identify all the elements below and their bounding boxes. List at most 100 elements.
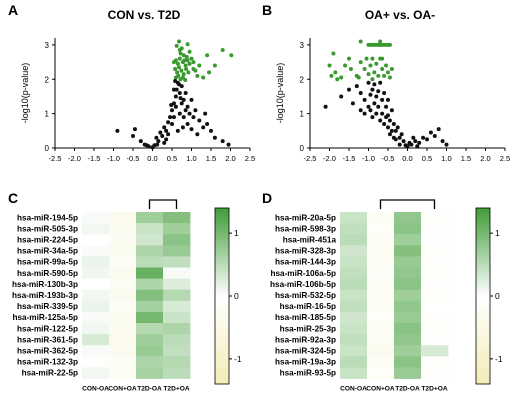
volcano-b-point-s0	[384, 63, 389, 68]
heatmap-d-row-label: hsa-miR-93-5p	[280, 369, 336, 378]
heatmap-c-cell	[109, 311, 137, 324]
heatmap-d-cell	[394, 334, 422, 346]
volcano-a-point-s1	[193, 108, 198, 113]
heatmap-d-colorbar-tick-label: 1	[495, 228, 500, 238]
heatmap-c-cell	[163, 278, 191, 291]
volcano-b-point-s1	[372, 82, 377, 87]
heatmap-c-colorbar	[214, 207, 230, 385]
volcano-b-point-s1	[401, 139, 406, 144]
volcano-a-point-s0	[179, 68, 184, 73]
heatmap-c-cell	[109, 367, 137, 379]
heatmap-d-cell	[421, 345, 449, 357]
volcano-b-point-s0	[374, 61, 379, 66]
volcano-b-point-s1	[432, 133, 437, 138]
volcano-b-point-s0	[333, 70, 338, 75]
heatmap-d-cell	[367, 223, 395, 235]
volcano-b-x-tick-label: 0.5	[422, 154, 432, 163]
heatmap-c-cell	[109, 278, 137, 291]
volcano-a-x-tick-label: 0.5	[167, 154, 177, 163]
heatmap-c-cell	[163, 245, 191, 257]
volcano-b-point-s1	[323, 104, 328, 109]
heatmap-d-row-label: hsa-miR-106a-5p	[270, 269, 336, 278]
heatmap-d-cell	[421, 334, 449, 346]
panel-letter-d: D	[262, 190, 273, 206]
panel-letter-a: A	[8, 2, 19, 18]
volcano-a-point-s1	[183, 91, 188, 95]
heatmap-d-colorbar-tick-label: 0	[495, 291, 500, 301]
volcano-b-point-s1	[358, 108, 363, 113]
volcano-b-point-s0	[329, 73, 334, 78]
volcano-a-y-axis-label: -log10(p-value)	[20, 63, 30, 124]
heatmap-d-cell	[340, 278, 368, 291]
heatmap-c-cell	[82, 278, 110, 291]
heatmap-c-cell	[163, 223, 191, 235]
volcano-b-point-s1	[362, 97, 367, 102]
volcano-a-x-tick-label: -2.5	[49, 154, 62, 163]
volcano-a-point-s1	[115, 128, 120, 133]
volcano-a-point-s1	[160, 133, 165, 138]
volcano-a-point-s0	[175, 70, 180, 75]
volcano-a-point-s0	[177, 56, 182, 61]
heatmap-c-column-label: T2D+OA	[163, 386, 189, 393]
heatmap-c-cell	[109, 223, 137, 235]
volcano-a-point-s0	[177, 39, 182, 44]
heatmap-d-column-label: T2D+OA	[421, 386, 447, 393]
heatmap-d-colorbar	[475, 207, 491, 385]
heatmap-d-cell	[367, 289, 395, 302]
volcano-b-point-s0	[387, 42, 392, 47]
heatmap-d-cell	[367, 300, 395, 313]
volcano-a-point-s1	[169, 103, 174, 108]
heatmap-c-cell	[136, 289, 164, 302]
volcano-a-point-s1	[177, 91, 182, 95]
heatmap-d-row-label: hsa-miR-185-5p	[275, 313, 336, 322]
heatmap-c-cell	[109, 345, 137, 357]
heatmap-c-cell	[82, 212, 110, 224]
heatmap-d-cell	[367, 256, 395, 268]
volcano-a-point-s0	[178, 51, 183, 56]
volcano-a-point-s1	[170, 108, 174, 113]
heatmap-d-cell	[367, 212, 395, 224]
heatmap-c-cell	[109, 334, 137, 346]
volcano-b-point-s0	[372, 70, 377, 75]
volcano-a-point-s1	[164, 128, 169, 133]
heatmap-d-cell	[367, 234, 395, 246]
volcano-a-x-tick-label: -1.5	[88, 154, 101, 163]
volcano-b-point-s0	[370, 56, 375, 61]
volcano-b-point-s0	[339, 75, 344, 80]
volcano-b-point-s1	[368, 92, 373, 97]
volcano-b-point-s0	[347, 56, 351, 61]
volcano-a-point-s0	[184, 66, 189, 71]
volcano-a-point-s1	[177, 111, 182, 116]
heatmap-d-row-label: hsa-miR-16-5p	[280, 302, 336, 311]
panel-b-title: OA+ vs. OA-	[364, 8, 436, 22]
heatmap-d-cell	[394, 245, 422, 257]
volcano-a-point-s1	[164, 137, 169, 142]
volcano-b-point-s0	[380, 66, 385, 71]
volcano-a-point-s1	[185, 104, 190, 109]
heatmap-c-column-label: CON+OA	[108, 386, 137, 393]
heatmap-d-cell	[367, 367, 395, 379]
panel-a-title: CON vs. T2D	[107, 8, 181, 22]
heatmap-c-cell	[163, 300, 191, 313]
heatmap-d: hsa-miR-20a-5p hsa-miR-598-3p hsa-miR-451a…	[270, 199, 503, 393]
volcano-b-point-s1	[374, 94, 379, 99]
volcano-b-x-tick-label: -2.0	[323, 154, 336, 163]
heatmap-d-cell	[421, 278, 449, 291]
volcano-a-point-s1	[179, 101, 184, 106]
volcano-b-x-tick-label: 0.0	[402, 154, 412, 163]
volcano-b-x-tick-label: 1.5	[461, 154, 471, 163]
volcano-a-x-tick-label: -1.0	[107, 154, 120, 163]
heatmap-c-cell	[163, 212, 191, 224]
heatmap-c-cell	[163, 267, 191, 279]
volcano-b-point-s1	[413, 139, 418, 144]
heatmap-d-cell	[340, 300, 368, 313]
volcano-b-point-s1	[386, 97, 390, 102]
heatmap-d-cell	[394, 289, 422, 302]
heatmap-d-cell	[340, 223, 368, 235]
volcano-a-x-tick-label: 2.0	[225, 154, 235, 163]
volcano-a-point-s1	[203, 111, 208, 116]
heatmap-c-cell	[163, 367, 191, 379]
volcano-plot-con-vs-t2d: -2.5 -2.0 -1.5 -1.0 -0.5 0.0 0.5 1.0 1.5 2.0 2.5 0 1…	[20, 38, 255, 163]
volcano-b-point-s1	[358, 91, 363, 95]
heatmap-c-cell	[136, 267, 164, 279]
